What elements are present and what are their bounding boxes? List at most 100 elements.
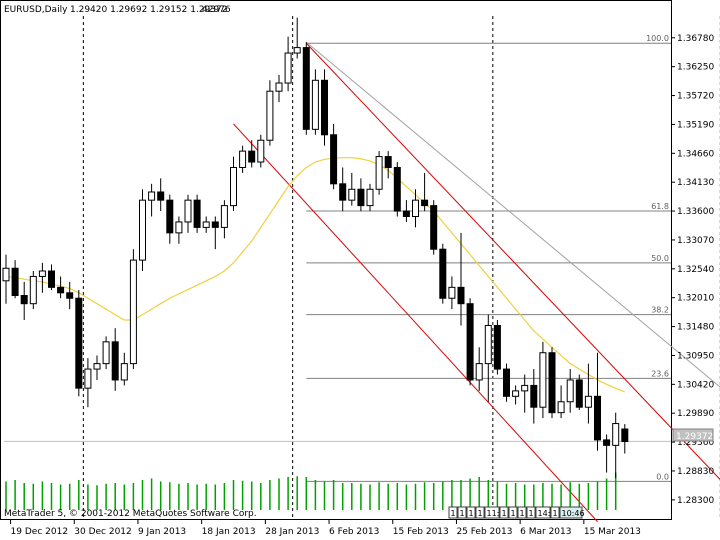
candle-body-5 (48, 270, 55, 288)
fib-level-label-3: 38.2 (651, 306, 669, 315)
period-separators (82, 16, 720, 520)
price-label-14: 1.29360 (677, 438, 714, 448)
candle-body-42 (384, 156, 392, 168)
candle-body-1 (11, 267, 19, 297)
candle-body-13 (120, 363, 128, 381)
moving-average (5, 157, 626, 393)
candle-body-28 (257, 139, 265, 163)
candle-11 (102, 336, 110, 370)
candle-body-50 (457, 286, 465, 305)
candle-body-30 (275, 82, 283, 92)
candle-body-16 (148, 191, 156, 201)
candle-23 (211, 216, 219, 250)
tester-label-8: 1 (529, 509, 534, 518)
candle-body-20 (184, 199, 192, 223)
candle-18 (166, 194, 174, 244)
candle-45 (412, 189, 419, 228)
candle-15 (139, 189, 146, 271)
candle-9 (84, 358, 92, 408)
tester-box-10 (550, 506, 560, 519)
candle-body-49 (448, 286, 456, 299)
price-label-7: 1.33070 (677, 236, 714, 246)
candle-body-32 (293, 47, 301, 54)
candle-30 (275, 74, 283, 103)
candle-body-25 (230, 166, 237, 207)
candle-body-55 (503, 368, 510, 397)
candle-46 (421, 172, 429, 212)
candle-body-40 (366, 188, 374, 207)
candle-54 (493, 320, 501, 375)
candle-58 (530, 369, 538, 424)
candle-body-41 (375, 156, 383, 190)
candle-body-26 (239, 150, 247, 168)
candlesticks (2, 17, 629, 479)
candle-55 (503, 363, 510, 402)
candle-60 (548, 347, 556, 419)
time-label-0: 19 Dec 2012 (11, 527, 69, 537)
fib-level-label-2: 50.0 (651, 254, 669, 263)
candle-body-31 (284, 52, 292, 84)
fib-level-label-5: 0.0 (656, 472, 669, 481)
candle-body-34 (311, 79, 319, 130)
candle-27 (248, 140, 256, 168)
fib-level-label-0: 100.0 (646, 34, 669, 43)
candle-26 (239, 145, 247, 173)
price-label-3: 1.35190 (677, 120, 714, 130)
candle-body-66 (603, 439, 611, 446)
candle-37 (339, 167, 347, 212)
candle-body-24 (220, 205, 228, 228)
candle-body-39 (357, 188, 365, 207)
candle-48 (439, 243, 447, 304)
candle-67 (612, 412, 620, 479)
fibonacci-retracement[interactable]: 100.0 61.8 50.0 38.2 23.6 0.0 (4, 34, 671, 482)
candle-16 (148, 183, 156, 217)
chart-header-volume: 42976 (202, 5, 231, 15)
candle-body-43 (393, 166, 401, 212)
candle-42 (384, 151, 392, 179)
candle-body-47 (430, 205, 438, 250)
candle-body-68 (621, 428, 629, 443)
candle-body-44 (402, 210, 410, 218)
candle-52 (475, 347, 483, 391)
candle-body-3 (29, 275, 37, 305)
candle-body-0 (2, 267, 10, 282)
time-label-6: 15 Feb 2013 (393, 527, 449, 537)
candle-47 (430, 200, 438, 255)
candle-41 (375, 151, 383, 195)
candle-body-46 (421, 199, 429, 207)
tester-box-11 (559, 506, 583, 519)
time-label-4: 28 Jan 2013 (265, 527, 319, 537)
candle-38 (348, 172, 356, 206)
candle-20 (184, 194, 192, 233)
candle-body-67 (612, 423, 620, 446)
candle-body-27 (248, 150, 256, 163)
candle-body-57 (521, 384, 529, 392)
candle-3 (29, 270, 37, 310)
candle-body-15 (139, 199, 146, 261)
price-label-15: 1.28830 (677, 467, 714, 477)
tester-box-1 (457, 506, 467, 519)
candle-12 (111, 328, 119, 391)
trend-channel[interactable] (233, 41, 720, 532)
candle-body-48 (439, 248, 447, 299)
price-label-6: 1.33600 (677, 207, 714, 217)
candle-body-36 (330, 134, 338, 185)
candle-body-58 (530, 384, 538, 408)
candle-body-7 (66, 292, 74, 299)
candle-57 (521, 374, 529, 413)
candle-body-60 (548, 352, 556, 414)
candle-body-12 (111, 341, 119, 381)
candle-body-56 (512, 390, 520, 397)
candle-1 (11, 260, 19, 299)
tester-label-1: 1 (460, 509, 465, 518)
chart-frame (0, 0, 672, 520)
candle-7 (66, 281, 74, 310)
tester-box-2 (466, 506, 476, 519)
candle-0 (2, 254, 10, 304)
tester-label-0: 1 (451, 509, 456, 518)
candle-body-63 (575, 379, 583, 408)
tester-markers: 1 1 1 1 11: 1 1 1 1 14: 1 10:46 (448, 506, 585, 519)
price-label-16: 1.28300 (677, 496, 714, 506)
